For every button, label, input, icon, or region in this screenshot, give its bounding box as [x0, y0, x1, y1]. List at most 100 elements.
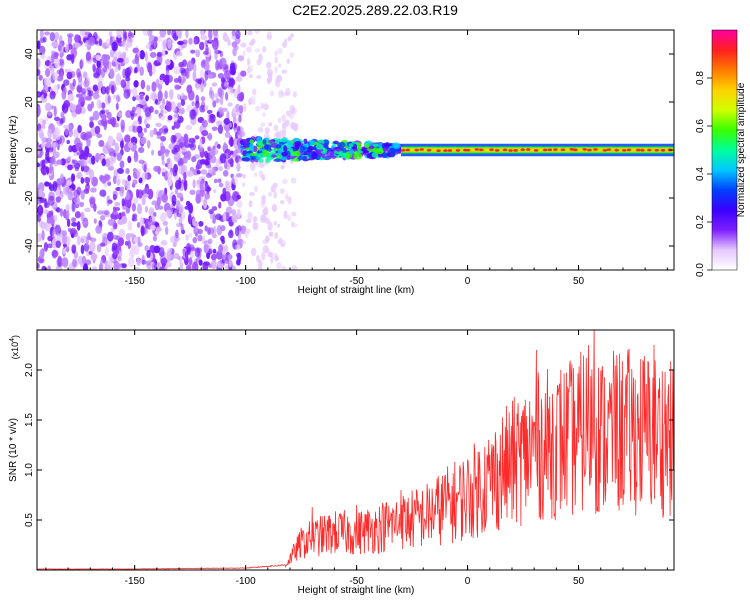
noise-blob — [60, 111, 65, 118]
noise-blob — [117, 219, 125, 226]
noise-blob — [179, 142, 184, 149]
noise-blob-faint — [253, 185, 258, 193]
noise-blob — [75, 142, 83, 150]
noise-blob-faint — [276, 262, 282, 270]
noise-blob — [198, 221, 204, 227]
noise-blob — [221, 107, 228, 112]
noise-blob — [102, 86, 106, 95]
noise-blob — [82, 263, 89, 270]
noise-blob — [90, 253, 98, 261]
signal-blob — [348, 143, 354, 148]
noise-blob — [45, 68, 51, 77]
noise-blob — [206, 109, 213, 114]
noise-blob-faint — [243, 103, 247, 112]
noise-blob — [170, 235, 177, 244]
noise-blob — [37, 200, 42, 205]
noise-blob — [52, 180, 58, 192]
carrier-peak — [622, 148, 627, 152]
noise-blob — [148, 34, 156, 43]
noise-blob — [160, 145, 166, 155]
noise-blob — [164, 148, 170, 157]
noise-blob-faint — [263, 206, 269, 215]
noise-blob-faint — [285, 110, 292, 117]
noise-blob — [204, 150, 209, 159]
noise-blob — [55, 240, 62, 249]
noise-blob-faint — [270, 255, 274, 264]
noise-blob — [56, 134, 61, 140]
spectrogram-x-tick-label: 0 — [465, 276, 471, 287]
noise-blob — [153, 245, 161, 254]
noise-blob — [158, 79, 164, 85]
noise-blob-faint — [249, 192, 255, 197]
noise-blob — [59, 51, 65, 57]
noise-blob — [115, 102, 119, 111]
carrier-peak — [455, 149, 461, 152]
noise-blob — [87, 86, 94, 91]
noise-blob — [217, 72, 225, 79]
spectrogram-y-label: Frequency (Hz) — [8, 116, 19, 185]
spectrogram-marks — [37, 30, 674, 270]
snr-x-tick-label: -50 — [349, 576, 364, 587]
carrier-peak — [582, 148, 587, 151]
noise-blob — [69, 187, 73, 196]
noise-blob — [39, 197, 47, 204]
noise-blob — [208, 209, 214, 215]
noise-blob — [224, 131, 231, 139]
noise-blob — [210, 253, 217, 261]
noise-blob — [223, 117, 231, 125]
noise-blob — [85, 51, 92, 62]
noise-blob-faint — [281, 265, 287, 270]
noise-blob — [171, 101, 176, 112]
noise-blob-faint — [281, 91, 287, 97]
noise-blob — [41, 159, 46, 169]
noise-blob — [222, 169, 229, 177]
noise-blob — [68, 93, 74, 102]
noise-blob-faint — [246, 46, 252, 53]
noise-blob — [227, 254, 233, 260]
carrier-peak — [419, 148, 424, 151]
figure-title: C2E2.2025.289.22.03.R19 — [292, 2, 458, 18]
noise-blob — [132, 197, 139, 204]
noise-blob — [68, 127, 74, 138]
noise-blob — [195, 164, 201, 170]
noise-blob — [92, 92, 100, 100]
noise-blob — [37, 204, 44, 216]
noise-blob — [149, 215, 156, 226]
noise-blob — [47, 243, 53, 249]
noise-blob — [37, 233, 40, 243]
noise-blob — [111, 41, 118, 52]
signal-blob — [262, 139, 267, 145]
noise-blob — [64, 127, 69, 136]
noise-blob — [212, 39, 219, 50]
noise-blob — [234, 226, 240, 237]
carrier-peak — [606, 148, 611, 151]
noise-blob — [63, 79, 70, 86]
noise-blob — [96, 210, 104, 215]
noise-blob — [94, 125, 101, 135]
carrier-peak — [553, 148, 558, 151]
noise-blob — [238, 114, 242, 123]
noise-blob — [144, 51, 148, 63]
noise-blob — [151, 262, 157, 270]
noise-blob-faint — [281, 69, 287, 74]
noise-blob — [72, 258, 77, 268]
noise-blob-faint — [278, 63, 282, 68]
noise-blob — [173, 66, 181, 75]
noise-blob — [181, 211, 186, 220]
noise-blob — [163, 128, 169, 133]
noise-blob — [66, 33, 74, 38]
noise-blob — [172, 135, 177, 143]
noise-blob — [68, 145, 73, 153]
noise-blob — [71, 53, 75, 64]
signal-blob — [333, 140, 339, 145]
noise-blob — [80, 190, 85, 200]
noise-blob — [192, 63, 197, 73]
noise-blob — [45, 149, 50, 161]
noise-blob — [235, 156, 239, 164]
carrier-peak — [526, 148, 531, 151]
noise-blob — [142, 255, 146, 261]
noise-blob — [109, 68, 115, 80]
noise-blob — [187, 213, 192, 225]
noise-blob — [207, 227, 215, 235]
noise-blob — [39, 248, 45, 259]
